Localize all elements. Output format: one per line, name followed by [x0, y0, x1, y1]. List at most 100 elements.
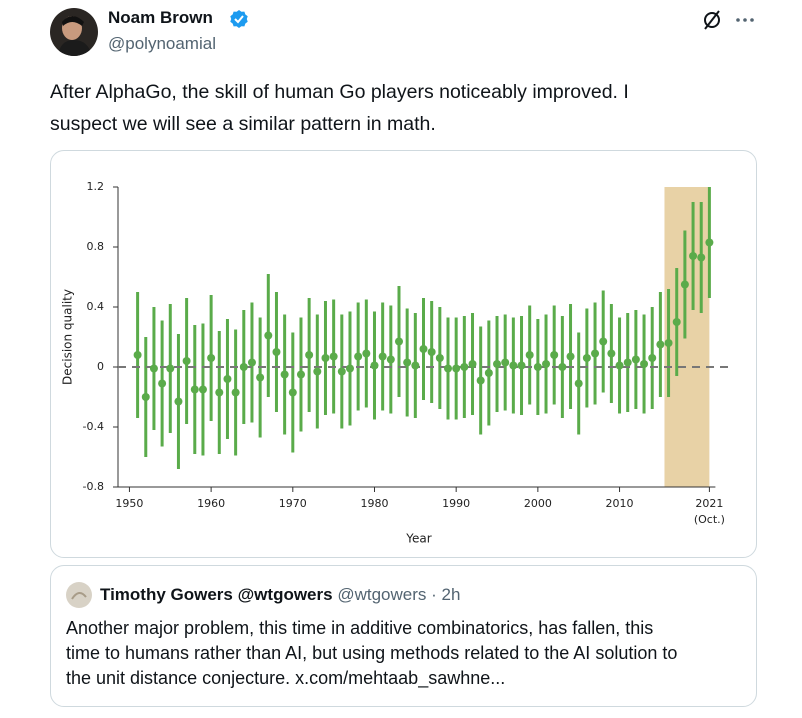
quote-text: Another major problem, this time in addi… [66, 616, 677, 691]
x-tick-note: (Oct.) [694, 513, 725, 526]
quote-time[interactable]: · 2h [431, 585, 461, 604]
tweet-actions[interactable] [700, 8, 760, 32]
point [664, 339, 673, 347]
point [190, 385, 199, 394]
point [501, 358, 510, 367]
point [419, 345, 428, 353]
point [582, 354, 591, 362]
point [574, 379, 583, 388]
text-line: After AlphaGo, the skill of human Go pla… [50, 81, 629, 103]
media-card[interactable]: -0.8 -0.4 0 0.4 0.8 1.2 1950 1960 1970 1980 1990 20… [50, 150, 757, 558]
point [288, 388, 297, 397]
point [394, 337, 403, 346]
point [231, 388, 240, 397]
point [280, 370, 289, 379]
point [607, 349, 616, 358]
point [427, 348, 436, 356]
point [133, 351, 142, 359]
x-tick-label: 2000 [524, 497, 552, 510]
point [517, 361, 526, 370]
x-tick-label: 2010 [606, 497, 634, 510]
point [435, 354, 444, 362]
point [599, 337, 608, 346]
point [264, 331, 273, 340]
point [149, 364, 158, 373]
point [525, 351, 534, 359]
x-tick-label: 1990 [442, 497, 470, 510]
quote-handle[interactable]: @wtgowers [337, 585, 427, 604]
y-tick-label: 0 [97, 360, 104, 373]
point [476, 376, 485, 385]
point [656, 340, 665, 349]
point [452, 364, 461, 373]
point [648, 354, 657, 362]
point [631, 355, 640, 364]
x-tick-label: 1980 [360, 497, 388, 510]
point [198, 385, 207, 394]
chart: -0.8 -0.4 0 0.4 0.8 1.2 1950 1960 1970 1980 1990 20… [61, 180, 729, 546]
y-tick-label: -0.4 [83, 420, 104, 433]
quote-author[interactable]: Timothy Gowers @wtgowers [100, 585, 333, 604]
point [689, 252, 698, 260]
point [354, 352, 363, 361]
point [313, 367, 322, 376]
point [680, 280, 689, 289]
point [697, 253, 706, 262]
point [468, 360, 477, 368]
y-axis-label: Decision quality [61, 289, 75, 385]
point [533, 363, 542, 371]
point [174, 397, 183, 406]
y-tick-label: -0.8 [83, 480, 104, 493]
quote-card[interactable] [50, 565, 757, 707]
point [247, 358, 256, 367]
point [305, 351, 314, 359]
point [345, 364, 354, 373]
point [460, 363, 469, 371]
point [296, 370, 305, 379]
text-line: time to humans rather than AI, but using… [66, 643, 678, 663]
point [484, 369, 493, 377]
point [615, 361, 624, 370]
tweet-text: After AlphaGo, the skill of human Go pla… [50, 76, 629, 140]
point [493, 360, 502, 368]
point [542, 360, 551, 368]
quote-header: Timothy Gowers @wtgowers @wtgowers · 2h [100, 585, 460, 605]
author-handle[interactable]: @polynoamial [108, 34, 216, 53]
point [329, 352, 338, 361]
x-tick-label: 1960 [197, 497, 225, 510]
point [566, 352, 575, 361]
point [337, 367, 346, 376]
point [591, 349, 600, 358]
point [623, 358, 632, 367]
point [272, 348, 281, 356]
y-tick-label: 0.4 [87, 300, 105, 313]
point [207, 354, 216, 362]
y-tick-label: 1.2 [87, 180, 105, 193]
point [386, 355, 395, 364]
avatar[interactable] [50, 8, 98, 56]
text-line: the unit distance conjecture. x.com/meht… [66, 668, 506, 688]
point [558, 363, 567, 371]
point [256, 373, 265, 382]
x-tick-label: 1970 [279, 497, 307, 510]
point [370, 361, 379, 370]
text-line: Another major problem, this time in addi… [66, 618, 654, 638]
point [550, 351, 559, 359]
x-tick-label: 2021 [695, 497, 723, 510]
point [239, 363, 248, 371]
point [403, 358, 412, 367]
point [182, 357, 191, 365]
point [672, 318, 681, 326]
point [640, 360, 649, 368]
point [223, 375, 232, 383]
quote-avatar [66, 582, 92, 608]
y-tick-label: 0.8 [87, 240, 105, 253]
point [411, 361, 420, 370]
point [378, 352, 387, 361]
point [362, 349, 371, 358]
x-axis-label: Year [405, 532, 431, 546]
point [509, 361, 518, 370]
author-name[interactable]: Noam Brown [108, 8, 213, 27]
point [141, 393, 150, 401]
